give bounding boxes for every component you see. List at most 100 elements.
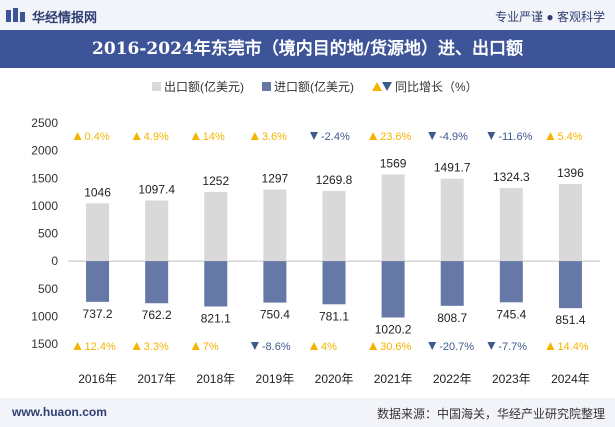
x-tick-label: 2022年 <box>433 372 472 386</box>
import-bar <box>145 261 169 304</box>
export-bar <box>204 191 228 262</box>
import-bar <box>263 261 287 303</box>
export-bar <box>322 190 346 262</box>
y-tick-label: 0 <box>51 254 58 268</box>
y-tick-label: 2000 <box>31 144 58 158</box>
import-value-label: 745.4 <box>496 307 526 321</box>
import-bar <box>86 261 110 302</box>
export-growth-label: -4.9% <box>439 131 468 143</box>
export-growth-up-icon <box>369 132 378 140</box>
footer-bar: www.huaon.com 数据来源：中国海关，华经产业研究院整理 <box>0 398 615 427</box>
x-tick-label: 2016年 <box>78 372 117 386</box>
legend-growth: 同比增长（%） <box>372 78 478 95</box>
export-growth-down-icon <box>428 132 437 140</box>
y-tick-label: 500 <box>38 227 58 241</box>
export-growth-up-icon <box>73 132 82 140</box>
export-growth-down-icon <box>310 132 318 140</box>
export-growth-label: -2.4% <box>321 131 350 143</box>
import-value-label: 750.4 <box>260 308 290 322</box>
x-tick-label: 2020年 <box>315 372 354 386</box>
export-value-label: 1046 <box>84 185 111 199</box>
export-growth-up-icon <box>546 132 555 140</box>
export-bar <box>499 187 523 262</box>
import-growth-up-icon <box>369 342 378 350</box>
y-tick-label: 1500 <box>31 337 58 351</box>
legend-import: 进口额(亿美元) <box>262 78 354 95</box>
y-tick-label: 1000 <box>31 199 58 213</box>
export-swatch <box>152 82 161 91</box>
slogan: 专业严谨 ● 客观科学 <box>495 10 605 24</box>
import-growth-up-icon <box>132 342 141 350</box>
import-value-label: 781.1 <box>319 309 349 323</box>
import-growth-down-icon <box>250 342 259 350</box>
x-tick-label: 2018年 <box>196 372 235 386</box>
export-value-label: 1297 <box>262 171 289 185</box>
import-bar <box>381 261 405 318</box>
import-growth-down-icon <box>487 342 496 350</box>
export-bar <box>381 174 405 262</box>
export-growth-label: 23.6% <box>380 131 411 143</box>
export-growth-label: 4.9% <box>144 131 169 143</box>
import-swatch <box>262 82 271 91</box>
y-tick-label: 1000 <box>31 309 58 323</box>
import-growth-label: -8.6% <box>262 341 291 353</box>
export-value-label: 1324.3 <box>493 170 530 184</box>
import-value-label: 1020.2 <box>375 322 412 336</box>
growth-down-icon <box>382 82 392 91</box>
x-tick-label: 2023年 <box>492 372 531 386</box>
import-bar <box>204 261 228 307</box>
export-growth-label: 5.4% <box>557 131 582 143</box>
import-value-label: 821.1 <box>201 311 231 325</box>
import-growth-up-icon <box>310 342 318 350</box>
export-value-label: 1097.4 <box>138 182 175 196</box>
import-value-label: 762.2 <box>142 308 172 322</box>
y-tick-label: 2500 <box>31 116 58 130</box>
import-growth-up-icon <box>73 342 82 350</box>
export-growth-label: 14% <box>203 131 225 143</box>
import-growth-label: 12.4% <box>85 341 116 353</box>
legend-export: 出口额(亿美元) <box>152 78 244 95</box>
import-growth-label: 4% <box>321 341 337 353</box>
export-growth-label: -11.6% <box>498 131 532 143</box>
import-bar <box>558 261 582 309</box>
export-growth-down-icon <box>487 132 496 140</box>
title-bar: 2016-2024年东莞市（境内目的地/货源地）进、出口额 <box>0 30 615 68</box>
export-value-label: 1569 <box>380 156 407 170</box>
y-tick-label: 1500 <box>31 171 58 185</box>
x-tick-label: 2019年 <box>256 372 295 386</box>
chart-legend: 出口额(亿美元) 进口额(亿美元) 同比增长（%） <box>0 76 615 94</box>
data-source: 数据来源：中国海关，华经产业研究院整理 <box>376 407 605 421</box>
legend-import-label: 进口额(亿美元) <box>274 80 354 94</box>
legend-export-label: 出口额(亿美元) <box>164 80 244 94</box>
export-growth-label: 3.6% <box>262 131 287 143</box>
import-growth-label: 14.4% <box>557 341 588 353</box>
export-value-label: 1252 <box>202 174 229 188</box>
import-bar <box>499 261 523 303</box>
export-bar <box>145 200 169 262</box>
import-growth-label: 30.6% <box>380 341 411 353</box>
import-value-label: 851.4 <box>555 313 585 327</box>
import-growth-label: -7.7% <box>498 341 527 353</box>
chart-title: 2016-2024年东莞市（境内目的地/货源地）进、出口额 <box>92 39 523 59</box>
site-url: www.huaon.com <box>12 405 107 419</box>
x-tick-label: 2021年 <box>374 372 413 386</box>
import-bar <box>440 261 464 306</box>
y-tick-label: 500 <box>38 282 58 296</box>
export-growth-up-icon <box>250 132 259 140</box>
x-tick-label: 2017年 <box>137 372 176 386</box>
x-tick-label: 2024年 <box>551 372 590 386</box>
export-growth-up-icon <box>132 132 141 140</box>
import-bar <box>322 261 346 305</box>
legend-growth-label: 同比增长（%） <box>395 80 478 94</box>
export-bar <box>558 183 582 262</box>
export-bar <box>86 203 110 262</box>
brand-name: 华经情报网 <box>32 10 98 25</box>
chart-plot: 2500 2000 1500 1000 500 0 500 1000 1500 1046 737.2… <box>31 116 600 386</box>
export-value-label: 1491.7 <box>434 161 471 175</box>
import-growth-up-icon <box>546 342 555 350</box>
import-growth-down-icon <box>428 342 437 350</box>
import-growth-label: 3.3% <box>144 341 169 353</box>
export-value-label: 1396 <box>557 166 584 180</box>
import-growth-label: -20.7% <box>439 341 474 353</box>
import-value-label: 808.7 <box>437 311 467 325</box>
